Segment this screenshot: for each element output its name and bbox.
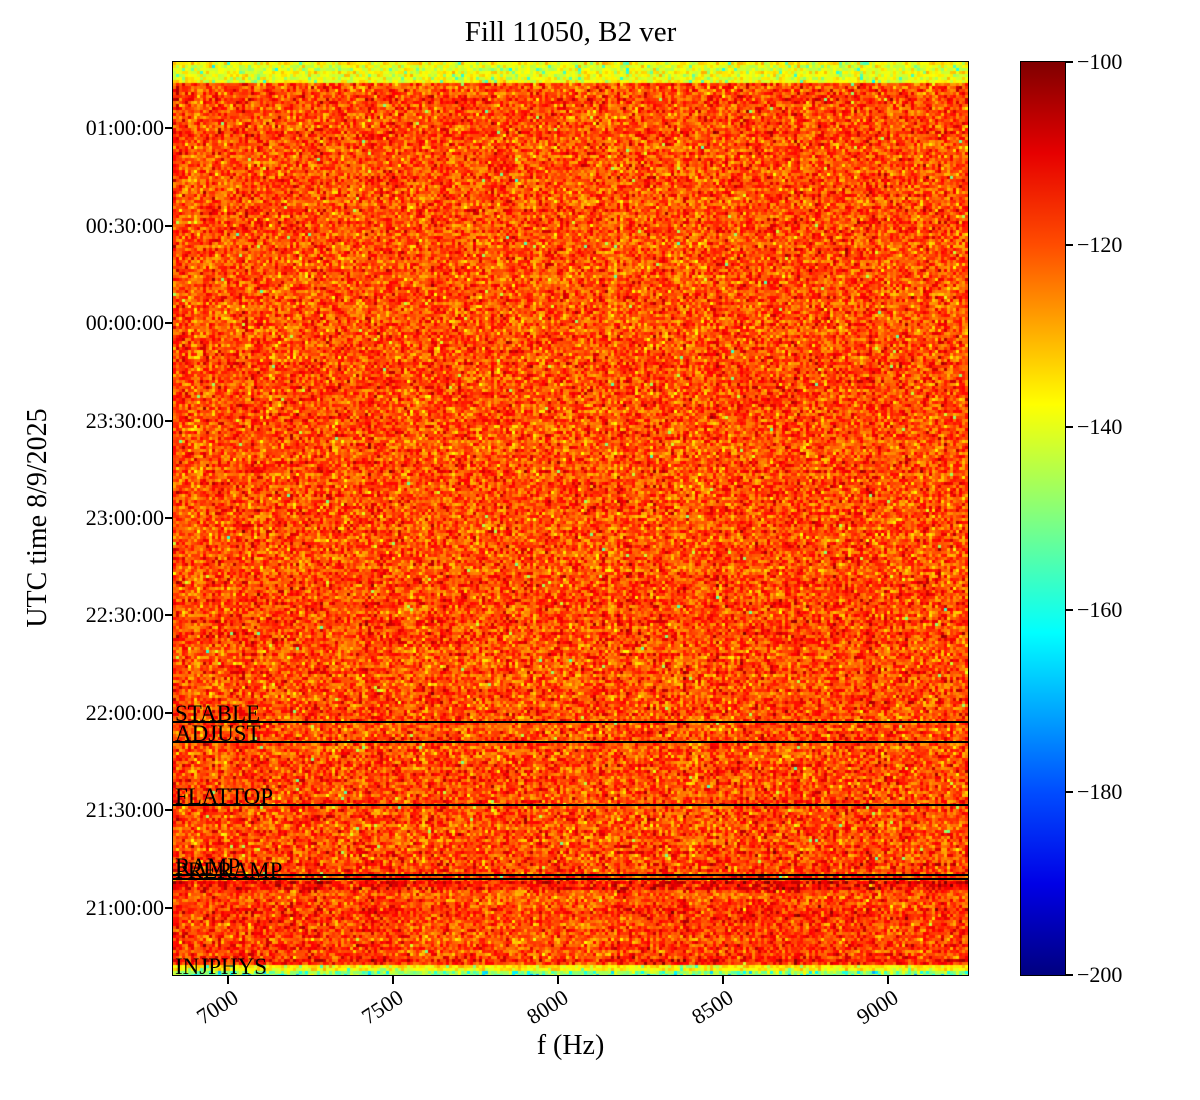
colorbar-tick-label: −160 xyxy=(1077,596,1123,622)
y-tick-mark xyxy=(165,419,173,422)
y-tick-label: 23:00:00 xyxy=(85,505,164,531)
y-tick-mark xyxy=(165,224,173,227)
colorbar xyxy=(1020,61,1066,976)
y-tick-label: 00:30:00 xyxy=(85,212,164,238)
colorbar-tick-label: −180 xyxy=(1077,779,1123,805)
y-tick-mark xyxy=(165,127,173,129)
colorbar-tick-mark xyxy=(1065,61,1073,63)
colorbar-tick-mark xyxy=(1065,608,1073,611)
x-tick-label: 8500 xyxy=(687,984,738,1030)
y-tick-mark xyxy=(165,711,173,714)
x-axis-label: f (Hz) xyxy=(536,1030,605,1061)
x-tick-mark xyxy=(887,976,890,984)
colorbar-tick-mark xyxy=(1065,243,1073,246)
y-tick-label: 21:30:00 xyxy=(85,797,164,823)
y-tick-label: 22:30:00 xyxy=(85,602,164,628)
beam-mode-label-stable: STABLE xyxy=(175,701,261,726)
x-tick-label: 7500 xyxy=(356,984,408,1030)
colorbar-tick-mark xyxy=(1065,974,1073,976)
beam-mode-line-ramp xyxy=(173,874,968,877)
x-tick-mark xyxy=(722,976,725,984)
y-tick-mark xyxy=(165,322,173,325)
beam-mode-label-ramp: RAMP xyxy=(175,854,241,879)
plot-area: STABLE ADJUST FLATTOP RAMP PRERAMP INJPHYS xyxy=(172,61,969,979)
x-tick-mark xyxy=(226,976,229,984)
chart-title: Fill 11050, B2 ver xyxy=(464,16,677,48)
beam-mode-label-adjust: ADJUST xyxy=(175,721,261,746)
y-tick-mark xyxy=(165,906,173,909)
x-tick-mark xyxy=(556,976,559,984)
beam-mode-line-stable xyxy=(173,721,968,724)
y-tick-label: 22:00:00 xyxy=(85,699,164,725)
beam-mode-line-flattop xyxy=(173,804,968,807)
colorbar-tick-label: −100 xyxy=(1077,49,1123,74)
colorbar-tick-label: −200 xyxy=(1077,962,1123,987)
y-tick-label: 21:00:00 xyxy=(85,894,164,920)
y-tick-label: 00:00:00 xyxy=(85,310,164,336)
beam-mode-line-adjust xyxy=(173,741,968,744)
x-tick-label: 9000 xyxy=(852,984,903,1030)
y-tick-mark xyxy=(165,517,173,520)
y-tick-label: 01:00:00 xyxy=(85,115,164,140)
beam-mode-label-injphys: INJPHYS xyxy=(175,954,268,979)
spectrogram-heatmap xyxy=(173,62,968,975)
x-tick-label: 7000 xyxy=(191,984,243,1030)
x-tick-label: 8000 xyxy=(521,984,573,1030)
x-tick-mark xyxy=(391,976,394,984)
y-tick-mark xyxy=(165,614,173,617)
colorbar-tick-label: −140 xyxy=(1077,414,1123,440)
colorbar-tick-mark xyxy=(1065,426,1073,429)
colorbar-tick-label: −120 xyxy=(1077,231,1123,257)
colorbar-tick-mark xyxy=(1065,791,1073,794)
beam-mode-line-preramp xyxy=(173,878,968,881)
y-tick-mark xyxy=(165,809,173,812)
y-tick-label: 23:30:00 xyxy=(85,407,164,433)
beam-mode-label-preramp: PRERAMP xyxy=(175,858,283,883)
beam-mode-label-flattop: FLATTOP xyxy=(175,784,273,809)
